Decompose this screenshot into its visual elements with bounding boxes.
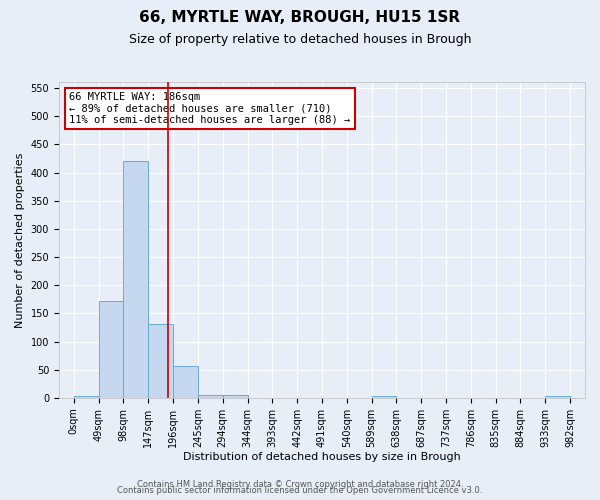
Bar — [98, 301, 124, 398]
Bar — [148, 324, 173, 398]
Text: 66, MYRTLE WAY, BROUGH, HU15 1SR: 66, MYRTLE WAY, BROUGH, HU15 1SR — [139, 10, 461, 25]
Y-axis label: Number of detached properties: Number of detached properties — [15, 152, 25, 328]
Bar — [371, 396, 397, 398]
Bar — [74, 396, 98, 398]
Text: Contains HM Land Registry data © Crown copyright and database right 2024.: Contains HM Land Registry data © Crown c… — [137, 480, 463, 489]
Text: 66 MYRTLE WAY: 186sqm
← 89% of detached houses are smaller (710)
11% of semi-det: 66 MYRTLE WAY: 186sqm ← 89% of detached … — [70, 92, 350, 125]
Text: Contains public sector information licensed under the Open Government Licence v3: Contains public sector information licen… — [118, 486, 482, 495]
Bar — [173, 366, 198, 398]
Bar — [124, 162, 148, 398]
Bar — [545, 396, 570, 398]
X-axis label: Distribution of detached houses by size in Brough: Distribution of detached houses by size … — [183, 452, 461, 462]
Bar — [223, 395, 248, 398]
Text: Size of property relative to detached houses in Brough: Size of property relative to detached ho… — [129, 32, 471, 46]
Bar — [198, 395, 223, 398]
